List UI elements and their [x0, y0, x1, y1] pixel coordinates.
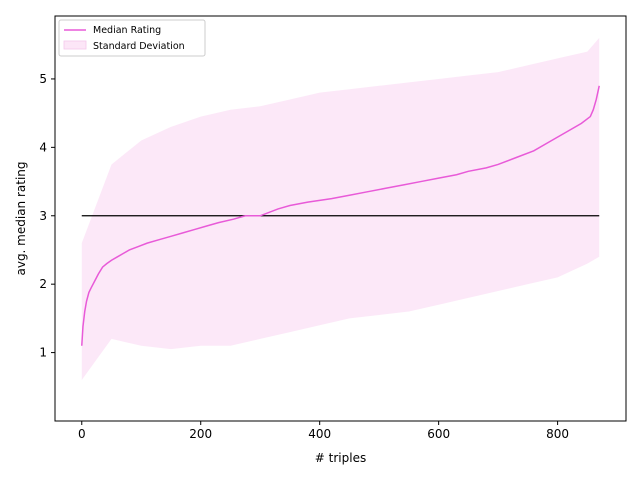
legend-std-dev-swatch — [63, 40, 87, 50]
y-axis-label: avg. median rating — [14, 161, 28, 275]
y-tick-label: 2 — [39, 277, 47, 291]
legend: Median Rating Standard Deviation — [58, 19, 206, 57]
x-tick-label: 0 — [78, 427, 86, 441]
y-axis-ticks: 1 2 3 4 5 — [39, 72, 55, 360]
legend-std-dev-label: Standard Deviation — [93, 41, 185, 52]
x-tick-label: 400 — [308, 427, 331, 441]
x-axis-ticks: 0 200 400 600 800 — [78, 421, 569, 441]
legend-box — [58, 19, 206, 57]
y-tick-label: 4 — [39, 140, 47, 154]
std-dev-band-layer — [81, 37, 600, 380]
y-tick-label: 5 — [39, 72, 47, 86]
y-tick-label: 1 — [39, 346, 47, 360]
x-axis-label: # triples — [315, 451, 366, 465]
y-tick-label: 3 — [39, 209, 47, 223]
axes-frame — [54, 15, 627, 422]
median-line-layer — [81, 85, 600, 346]
x-tick-label: 600 — [427, 427, 450, 441]
x-tick-label: 800 — [546, 427, 569, 441]
median-rating-line — [81, 85, 600, 346]
legend-median-label: Median Rating — [93, 25, 161, 36]
x-tick-label: 200 — [189, 427, 212, 441]
std-dev-band — [81, 37, 600, 380]
